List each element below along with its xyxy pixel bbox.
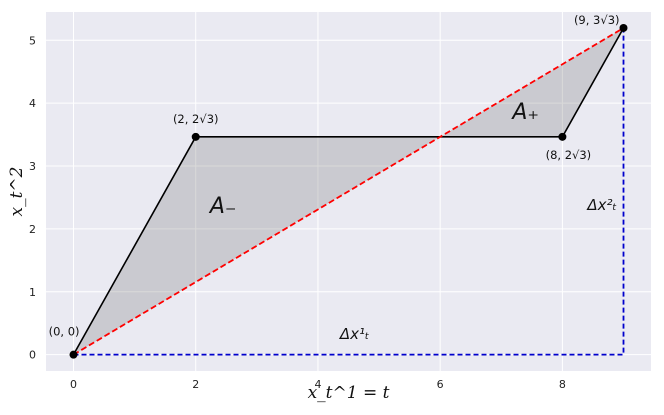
diagonal-line bbox=[73, 27, 624, 356]
y-tick-label: 1 bbox=[29, 286, 36, 299]
path-line bbox=[72, 27, 625, 356]
y-axis-label: x_t^2 bbox=[7, 167, 27, 217]
annotation-label: A₋ bbox=[208, 194, 237, 219]
y-tick-label: 4 bbox=[29, 97, 36, 110]
annotation-label: Δx²ₜ bbox=[586, 196, 617, 214]
y-tick-label: 5 bbox=[29, 34, 36, 47]
x-tick-label: 2 bbox=[192, 378, 199, 391]
point-label: (8, 2√3) bbox=[546, 148, 592, 162]
y-tick-label: 3 bbox=[29, 160, 36, 173]
data-point bbox=[619, 23, 628, 32]
annotation-label: Δx¹ₜ bbox=[339, 325, 370, 343]
data-point bbox=[69, 350, 78, 359]
y-tick-label: 2 bbox=[29, 223, 36, 236]
x-tick-label: 0 bbox=[70, 378, 77, 391]
y-tick-label: 0 bbox=[29, 349, 36, 362]
x-tick-label: 6 bbox=[437, 378, 444, 391]
x-tick-label: 4 bbox=[314, 378, 321, 391]
point-label: (0, 0) bbox=[49, 325, 80, 339]
point-label: (2, 2√3) bbox=[173, 112, 219, 126]
data-point bbox=[558, 132, 567, 141]
x-tick-label: 8 bbox=[559, 378, 566, 391]
point-label: (9, 3√3) bbox=[574, 13, 620, 27]
data-point bbox=[191, 132, 200, 141]
annotation-label: A₊ bbox=[510, 100, 539, 125]
x-axis-label: x_t^1 = t bbox=[308, 383, 390, 403]
